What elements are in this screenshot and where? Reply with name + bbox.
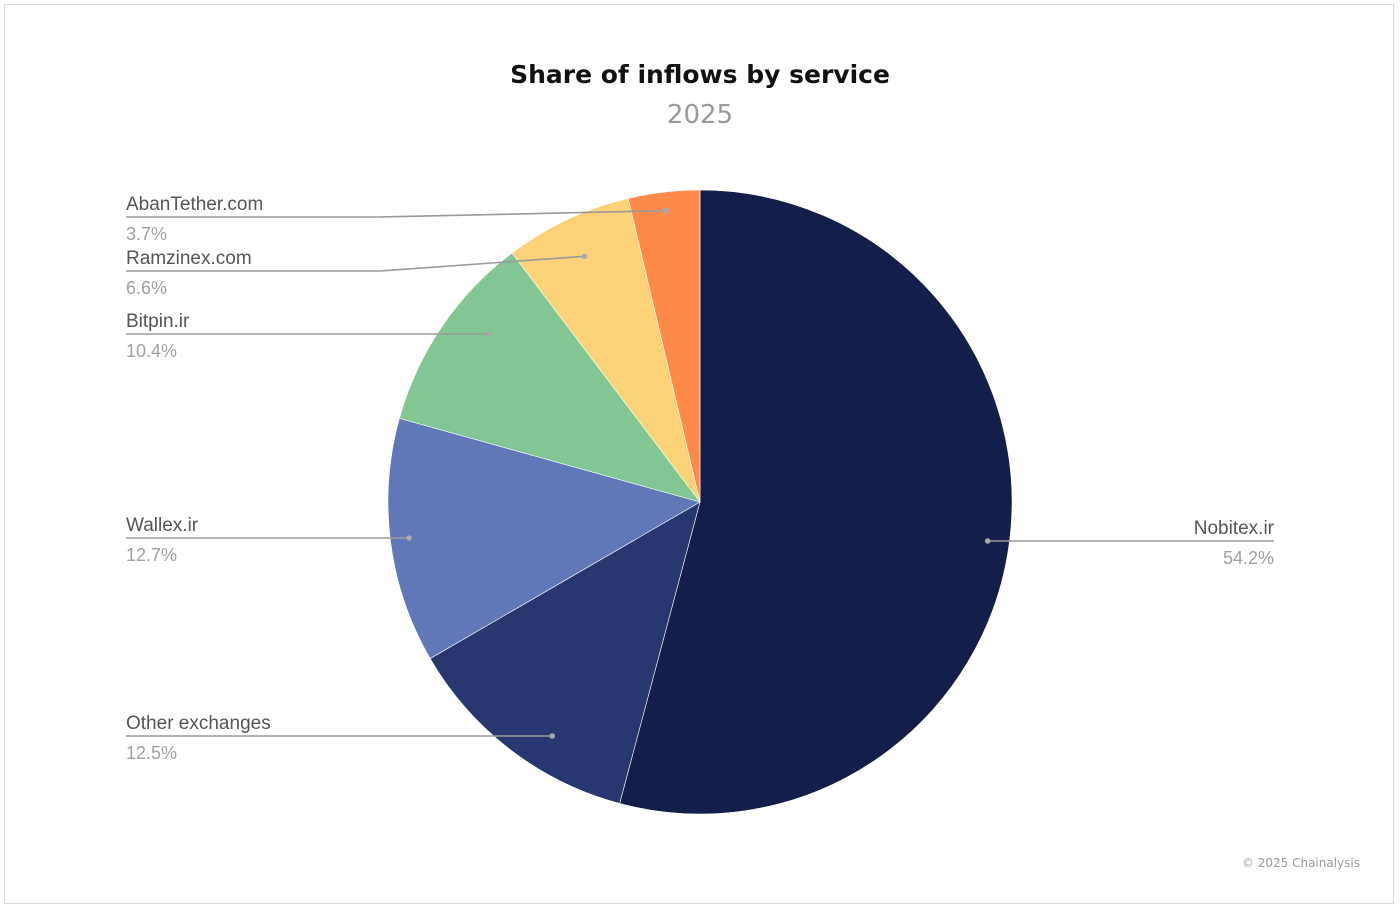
slice-labels: Nobitex.ir 54.2% Other exchanges 12.5% Walle… xyxy=(126,194,1275,763)
slice-label-abantether-com: AbanTether.com xyxy=(126,194,263,215)
pie-slices xyxy=(387,189,1013,815)
slice-label-bitpin-ir: Bitpin.ir xyxy=(126,311,190,332)
slice-value-nobitex-ir: 54.2% xyxy=(1223,548,1274,568)
leader-dot-wallex-ir xyxy=(406,535,412,541)
pie-slice-nobitex-ir xyxy=(619,189,1013,815)
slice-label-nobitex-ir: Nobitex.ir xyxy=(1194,518,1275,539)
slice-label-ramzinex-com: Ramzinex.com xyxy=(126,248,252,269)
chart-subtitle: 2025 xyxy=(666,100,734,130)
leader-dot-other-exchanges xyxy=(549,733,555,739)
slice-value-abantether-com: 3.7% xyxy=(126,224,167,244)
pie-slice-other-exchanges xyxy=(429,501,701,804)
pie-slice-ramzinex-com xyxy=(511,198,701,503)
pie-slice-wallex-ir xyxy=(387,417,701,659)
leader-dot-bitpin-ir xyxy=(485,331,492,337)
leader-dot-nobitex-ir xyxy=(984,538,991,544)
slice-value-bitpin-ir: 10.4% xyxy=(126,341,177,361)
slice-value-ramzinex-com: 6.6% xyxy=(126,278,167,298)
pie-slice-abantether-com xyxy=(627,189,701,503)
leader-line-ramzinex-com xyxy=(126,255,585,272)
leader-line-abantether-com xyxy=(126,209,667,218)
label-leaders xyxy=(126,207,1274,739)
slice-value-wallex-ir: 12.7% xyxy=(126,545,177,565)
slice-label-other-exchanges: Other exchanges xyxy=(126,713,271,734)
slice-label-wallex-ir: Wallex.ir xyxy=(126,515,199,536)
copyright-text: © 2025 Chainalysis xyxy=(1241,856,1360,870)
leader-dot-ramzinex-com xyxy=(581,253,588,260)
slice-value-other-exchanges: 12.5% xyxy=(126,743,177,763)
chart-title: Share of inflows by service xyxy=(510,60,890,89)
leader-dot-abantether-com xyxy=(663,207,669,214)
